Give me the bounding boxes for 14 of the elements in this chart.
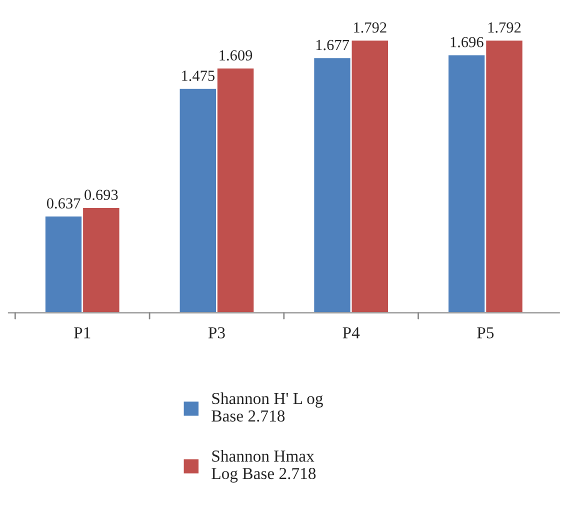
x-tick-label: P4 (342, 327, 360, 338)
data-label: 1.677 (316, 40, 350, 50)
x-tick-label: P1 (74, 327, 90, 338)
data-label: 0.693 (84, 190, 118, 200)
data-label: 1.475 (182, 70, 215, 81)
legend-label: Shannon H' L og Base 2.718 (212, 392, 323, 422)
data-label: 1.792 (354, 22, 386, 33)
data-label: 1.792 (488, 22, 521, 33)
data-label: 0.637 (46, 198, 80, 209)
data-label: 1.609 (220, 50, 252, 61)
x-tick-label: P3 (208, 327, 225, 338)
legend-label: Shannon Hmax Log Base 2.718 (212, 450, 316, 483)
x-tick-label: P5 (477, 327, 494, 338)
data-label: 1.696 (450, 37, 484, 48)
